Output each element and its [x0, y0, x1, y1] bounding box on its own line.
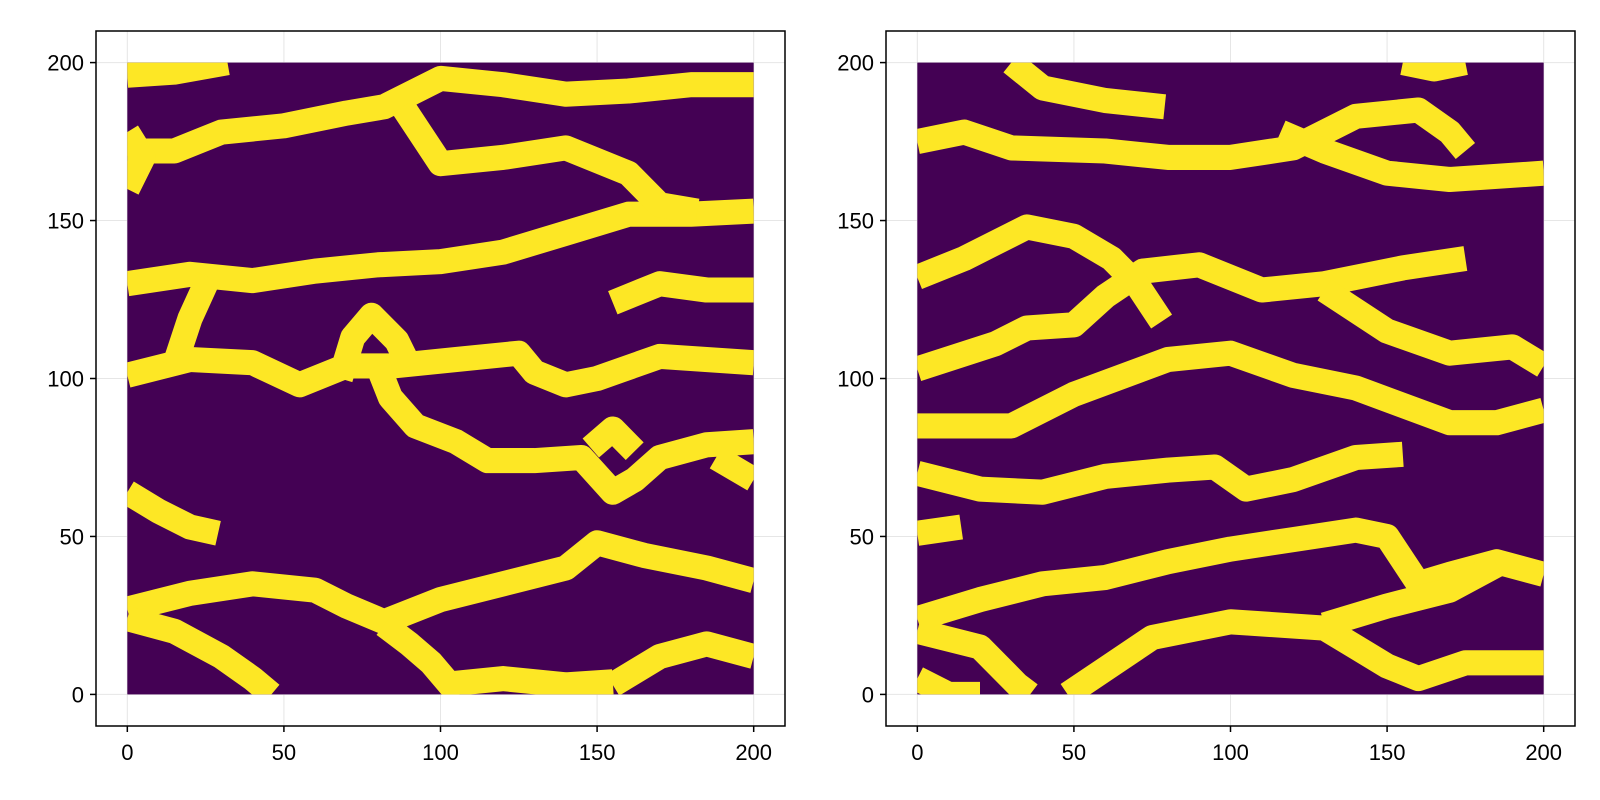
- left-channel-3: [439, 666, 614, 695]
- left-y-tick-label-3: 150: [47, 209, 84, 234]
- left-channel-12: [328, 302, 421, 383]
- right-y-tick-label-3: 150: [837, 209, 874, 234]
- left-channel-10: [127, 198, 754, 297]
- right-channel-2: [1060, 609, 1544, 695]
- left-x-tick-label-4: 200: [735, 740, 772, 765]
- left-channel-13: [608, 271, 754, 315]
- right-channel-3: [917, 517, 1544, 631]
- left-x-tick-label-0: 0: [121, 740, 133, 765]
- right-x-tick-label-4: 200: [1525, 740, 1562, 765]
- right-channel-0: [917, 667, 980, 695]
- right-channel-9: [917, 214, 1173, 329]
- right-x-tick-label-2: 100: [1212, 740, 1249, 765]
- left-y-tick-label-0: 0: [72, 682, 84, 707]
- left-channel-1: [127, 606, 280, 695]
- right-channel-13: [1003, 62, 1167, 120]
- right-y-tick-label-1: 50: [850, 524, 874, 549]
- left-channel-7: [366, 361, 754, 505]
- right-channels: [917, 62, 1544, 695]
- right-x-tick-label-3: 150: [1369, 740, 1406, 765]
- right-channel-1: [917, 619, 1038, 695]
- left-channel-0: [127, 530, 754, 635]
- right-channel-5: [917, 514, 963, 546]
- right-channel-6: [917, 441, 1404, 505]
- left-x-tick-label-1: 50: [272, 740, 296, 765]
- right-y-tick-label-0: 0: [862, 682, 874, 707]
- left-channel-9: [709, 446, 754, 491]
- left-channel-11: [162, 272, 221, 370]
- right-channel-14: [1400, 62, 1468, 82]
- right-y-tick-label-4: 200: [837, 51, 874, 76]
- left-channel-17: [392, 99, 700, 224]
- left-channels: [127, 62, 754, 695]
- left-y-tick-label-4: 200: [47, 51, 84, 76]
- left-panel: 0 50 100 150 200 0 50 100 150 200: [47, 30, 786, 765]
- right-y-tick-label-2: 100: [837, 367, 874, 392]
- right-channel-7: [917, 340, 1544, 439]
- right-x-tick-label-1: 50: [1062, 740, 1086, 765]
- left-channel-8: [582, 416, 644, 461]
- left-channel-16: [127, 62, 230, 88]
- left-y-tick-label-2: 100: [47, 367, 84, 392]
- left-channel-5: [127, 481, 221, 546]
- right-x-tick-label-0: 0: [911, 740, 923, 765]
- left-channel-6: [127, 340, 754, 398]
- right-channel-12: [1275, 120, 1544, 193]
- left-y-tick-label-1: 50: [60, 524, 84, 549]
- left-channel-15: [127, 125, 156, 195]
- right-channel-10: [1317, 279, 1544, 377]
- left-channel-4: [606, 631, 754, 695]
- right-channel-8: [917, 246, 1468, 381]
- left-channel-14: [127, 65, 754, 164]
- right-channel-11: [917, 97, 1476, 170]
- right-panel: 0 50 100 150 200 0 50 100 150 200: [837, 30, 1576, 765]
- left-x-tick-label-3: 150: [579, 740, 616, 765]
- left-x-tick-label-2: 100: [422, 740, 459, 765]
- right-channel-4: [1320, 553, 1503, 637]
